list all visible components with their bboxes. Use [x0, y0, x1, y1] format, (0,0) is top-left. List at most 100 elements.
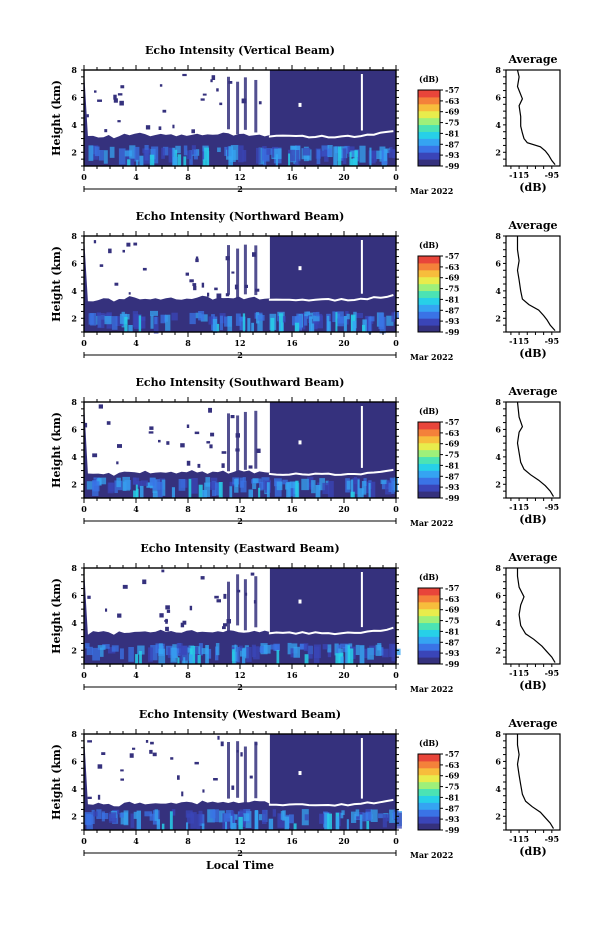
colorbar-tick-label: -69 [445, 107, 460, 117]
echo-cell [253, 646, 260, 660]
x-tick-label: 0 [393, 836, 399, 846]
y-axis-label: Height (km) [50, 744, 63, 820]
echo-cell [149, 477, 155, 486]
echo-cell [239, 477, 244, 488]
colorbar-tick-label: -57 [445, 583, 459, 593]
colorbar-tick-label: -93 [445, 316, 460, 326]
echo-cell [302, 147, 311, 156]
echo-plume [124, 317, 128, 332]
echo-plume [186, 822, 189, 830]
streak [227, 76, 230, 130]
echo-cell [364, 315, 372, 333]
echo-cell [190, 812, 197, 829]
echo-cell [367, 647, 374, 660]
echo-cell [385, 814, 390, 822]
x-tick-label: 12 [234, 836, 245, 846]
colorbar-tick-label: -75 [445, 450, 459, 460]
echo-cell [368, 150, 376, 164]
colorbar-segment [418, 816, 440, 824]
echo-cell [368, 316, 372, 334]
y-tick-label: 6 [71, 258, 77, 268]
echo-cell [88, 145, 94, 161]
x-axis: 0 4 8 12 16 20 0 2 Mar 2022 [81, 563, 453, 694]
echo-cell [258, 147, 264, 165]
speckle [185, 272, 189, 276]
speckle [149, 749, 153, 754]
speckle [93, 240, 97, 244]
colorbar-segment [418, 318, 440, 326]
echo-plume [350, 491, 355, 498]
colorbar-tick-label: -69 [445, 605, 460, 615]
profile-frame [505, 235, 561, 333]
echo-cell [256, 147, 261, 164]
echo-cell [162, 146, 169, 156]
panel-1: Echo Intensity (Vertical Beam) 2 4 6 8 Height… [50, 44, 561, 196]
echo-cell [150, 315, 154, 329]
speckle [258, 101, 262, 105]
colorbar-tick-label: -63 [445, 594, 460, 604]
speckle [145, 125, 151, 130]
profile-x-tick-label: -115 [509, 502, 529, 512]
echo-cell [304, 314, 308, 326]
profile-y-tick-label: 8 [495, 231, 501, 241]
x-tick-label: 20 [338, 172, 350, 182]
echo-cell [220, 315, 223, 331]
colorbar-tick-label: -75 [445, 118, 459, 128]
colorbar-segment [418, 117, 440, 126]
panel-title: Echo Intensity (Northward Beam) [136, 210, 345, 223]
echo-cell [124, 314, 130, 320]
echo-plume [169, 811, 173, 830]
echo-cell [322, 644, 328, 650]
x-tick-label: 0 [393, 338, 399, 348]
colorbar-segment [418, 484, 440, 492]
echo-plume [295, 480, 299, 498]
echo-plume [352, 321, 357, 332]
y-axis: 2 4 6 8 Height (km) [50, 563, 399, 665]
streak [236, 248, 240, 299]
speckle [216, 599, 221, 603]
echo-cell [179, 646, 187, 655]
streak [243, 411, 247, 470]
profile-line [516, 236, 556, 331]
speckle [158, 126, 162, 130]
echo-cell [246, 647, 252, 662]
echo-cell [191, 145, 196, 155]
speckle [145, 740, 149, 743]
streak [236, 415, 240, 474]
colorbar-tick-label: -63 [445, 96, 460, 106]
x-tick-label: 0 [81, 172, 87, 182]
speckle [117, 120, 121, 123]
x-tick-label: 16 [286, 670, 298, 680]
speckle [158, 439, 161, 443]
y-tick-label: 6 [71, 590, 77, 600]
colorbar-segment [418, 463, 440, 471]
speckle [182, 73, 187, 77]
panel-title: Echo Intensity (Westward Beam) [139, 708, 341, 721]
no-echo-region [84, 734, 270, 807]
echo-cell [92, 481, 100, 492]
streak [254, 576, 258, 628]
y-axis-label: Height (km) [50, 246, 63, 322]
echo-plume [340, 656, 344, 664]
speckle [94, 90, 97, 93]
echo-cell [307, 645, 313, 659]
speckle [194, 431, 200, 435]
echo-cell [115, 316, 124, 327]
echo-cell [212, 809, 219, 823]
speckle [240, 752, 243, 757]
colorbar-frame [417, 753, 441, 831]
profile-x-tick-label: -115 [509, 668, 529, 678]
colorbar-tick-label: -81 [445, 792, 459, 802]
echo-plume [225, 821, 227, 830]
echo-cell [378, 813, 384, 819]
echo-cell [395, 812, 402, 829]
echo-cell [365, 811, 372, 821]
echo-plume [268, 818, 274, 830]
x-tick-label: 12 [234, 670, 245, 680]
echo-cell [364, 648, 370, 659]
profile-y-tick-label: 8 [495, 65, 501, 75]
echo-cell [137, 645, 145, 655]
echo-plume [136, 810, 141, 830]
colorbar-tick-label: -81 [445, 128, 459, 138]
speckle [106, 421, 111, 425]
